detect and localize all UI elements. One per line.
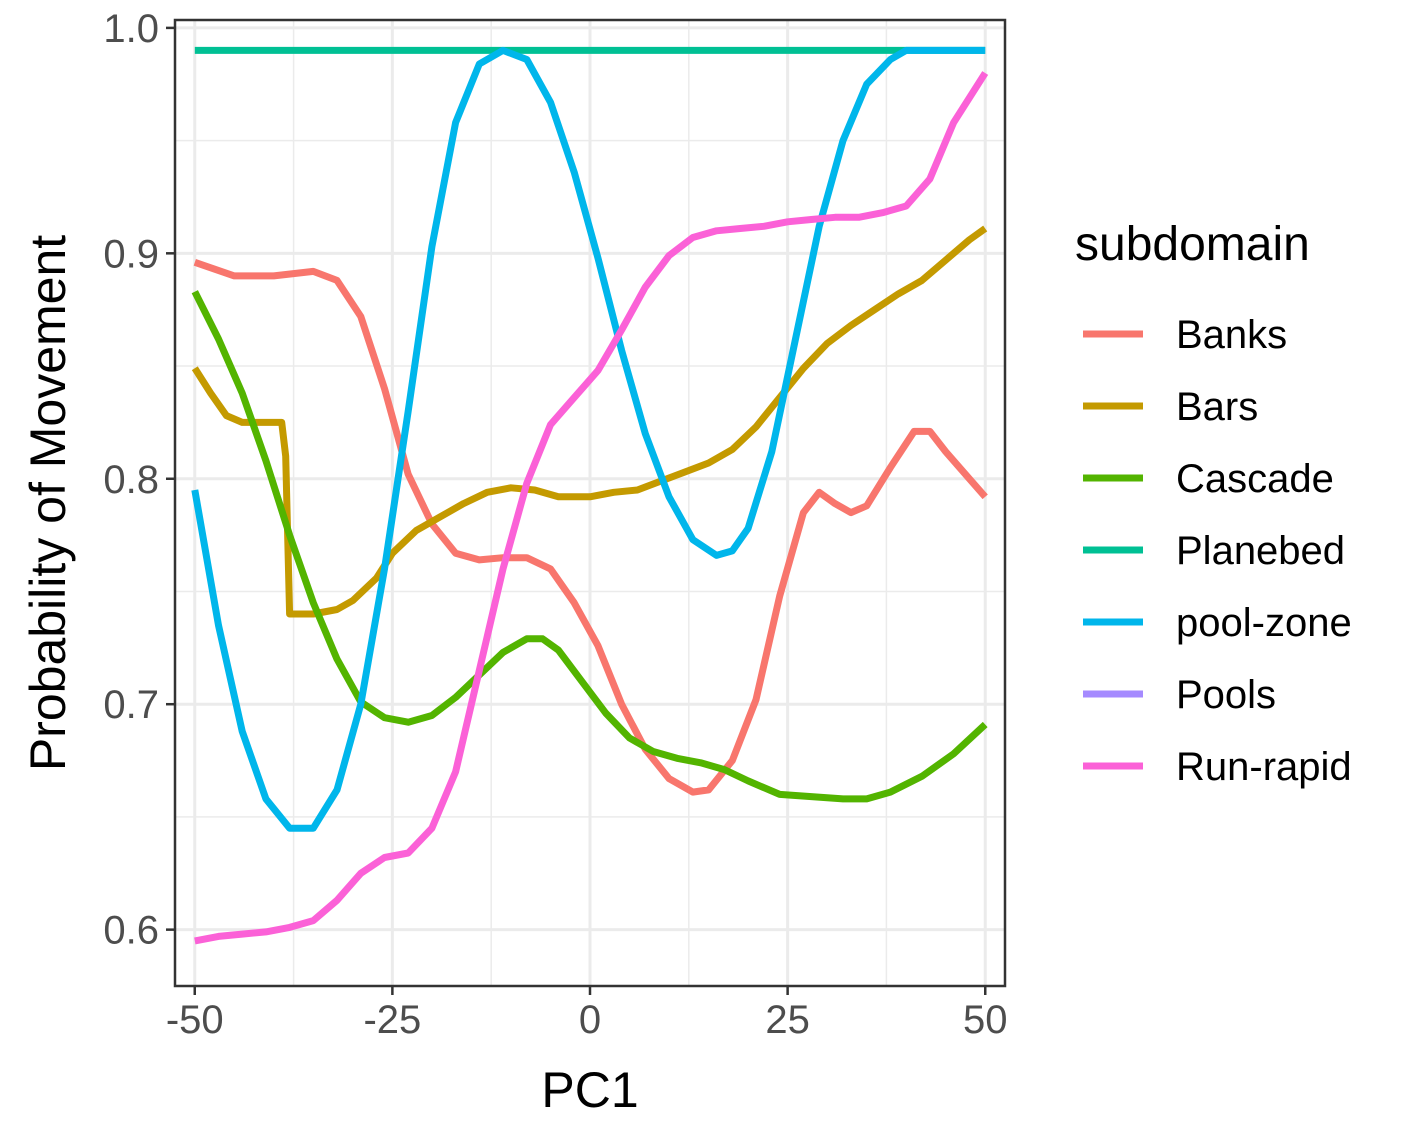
x-tick-label: 50 [963,998,1008,1042]
series-line-pool-zone [191,46,986,832]
series-line-cascade [191,290,988,803]
legend-label: Planebed [1176,529,1345,573]
legend-label: Cascade [1176,457,1334,501]
y-tick-label: 1.0 [103,7,159,51]
y-tick-label: 0.7 [103,683,159,727]
x-tick-label: -50 [166,998,224,1042]
y-tick-label: 0.8 [103,458,159,502]
y-axis-title: Probability of Movement [20,235,76,771]
axis-ticks: -50 -25 0 25 50 0.6 0.7 0.8 0.9 1.0 [103,7,1007,1042]
x-axis-title: PC1 [541,1062,638,1118]
legend-label: Bars [1176,385,1258,429]
legend-label: Pools [1176,673,1276,717]
legend-label: pool-zone [1176,601,1352,645]
x-tick-label: -25 [363,998,421,1042]
legend-title: subdomain [1075,218,1310,271]
x-tick-label: 25 [765,998,810,1042]
y-tick-label: 0.6 [103,909,159,953]
legend: subdomain Banks Bars Cascade Planebed pool-z… [1075,218,1352,789]
legend-label: Banks [1176,313,1287,357]
x-tick-label: 0 [579,998,601,1042]
series-lines [191,46,989,945]
y-tick-label: 0.9 [103,232,159,276]
legend-label: Run-rapid [1176,745,1352,789]
series-line-run-rapid [194,71,989,945]
series-line-bars [191,225,988,618]
